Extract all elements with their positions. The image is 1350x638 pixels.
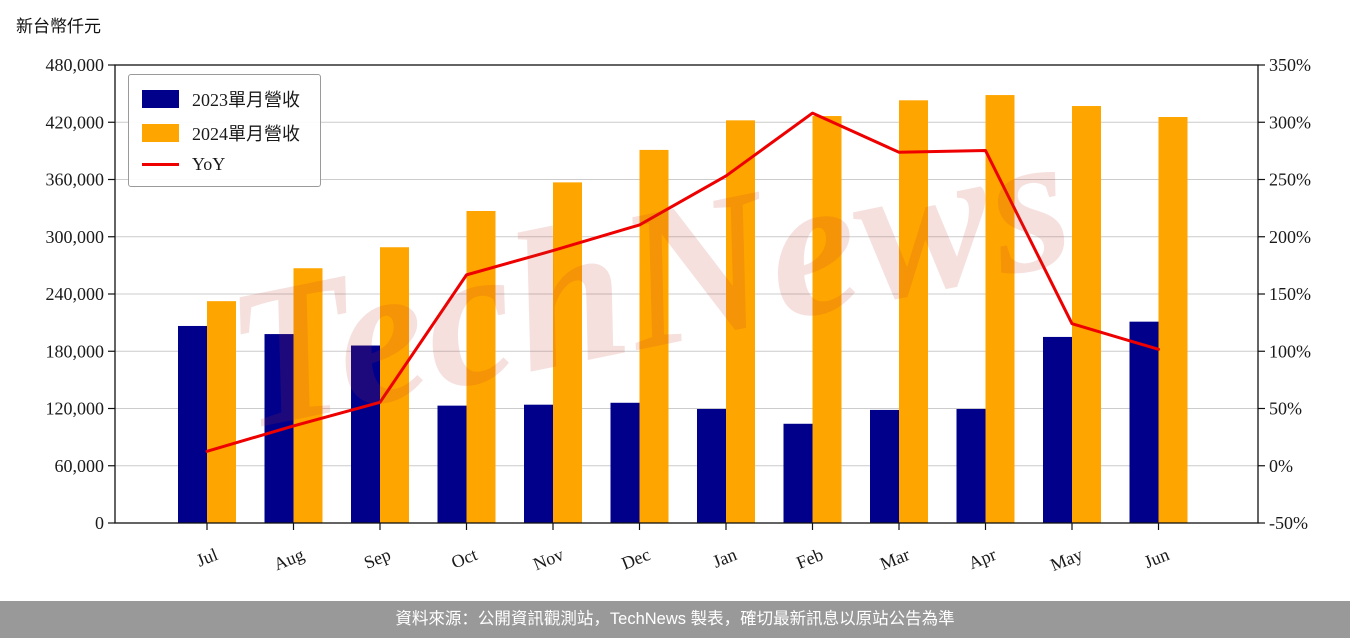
tick-label: Sep	[361, 544, 394, 573]
tick-label: 100%	[1269, 341, 1311, 361]
tick-label: Feb	[793, 544, 826, 573]
tick-label: Dec	[619, 544, 653, 573]
bar-2024	[726, 120, 755, 523]
legend-item-yoy: YoY	[142, 154, 300, 175]
legend: 2023單月營收 2024單月營收 YoY	[128, 74, 321, 187]
footer: 資料來源：公開資訊觀測站，TechNews 製表，確切最新訊息以原站公告為準	[0, 601, 1350, 638]
bar-2023	[351, 345, 380, 523]
bar-2023	[956, 408, 986, 523]
tick-label: -50%	[1269, 513, 1308, 533]
tick-label: 250%	[1269, 170, 1311, 190]
tick-label: 420,000	[46, 112, 105, 132]
bar-2023	[870, 409, 899, 523]
bar-2024	[466, 210, 496, 524]
bar-2023	[697, 408, 726, 523]
yoy-line	[205, 111, 1160, 453]
legend-swatch-2024	[142, 124, 179, 142]
bar-2023	[1043, 336, 1072, 523]
tick-label: 480,000	[46, 55, 105, 75]
bar-2024	[639, 149, 669, 523]
legend-item-2024: 2024單月營收	[142, 120, 300, 146]
tick-label: 60,000	[55, 456, 105, 476]
tick-label: Jan	[710, 544, 740, 572]
tick-label: 300%	[1269, 112, 1311, 132]
tick-label: May	[1047, 544, 1085, 575]
tick-label: 360,000	[46, 170, 105, 190]
bar-2024	[812, 116, 842, 524]
legend-label-2023: 2023單月營收	[192, 90, 300, 110]
bar-2023	[1129, 321, 1159, 523]
axis-unit-label: 新台幣仟元	[16, 17, 101, 36]
bar-2024	[207, 301, 236, 523]
tick-label: 0	[95, 513, 104, 533]
tick-label: 150%	[1269, 284, 1311, 304]
chart-canvas: 0 60,000 120,000 180,000 240,000 300,000 360,0…	[46, 55, 1312, 575]
yoy-line-sample	[142, 162, 179, 167]
tick-label: 180,000	[46, 341, 105, 361]
bar-2023	[783, 423, 813, 523]
tick-label: 50%	[1269, 399, 1302, 419]
bar-2023	[524, 404, 553, 523]
bar-2023	[437, 405, 467, 523]
tick-label: 240,000	[46, 284, 105, 304]
bar-2024	[553, 182, 582, 524]
legend-item-2023: 2023單月營收	[142, 86, 300, 112]
tick-label: Mar	[877, 544, 912, 574]
bar-2024	[380, 247, 409, 523]
bar-2023	[610, 402, 640, 523]
bar-2024	[1158, 117, 1188, 524]
legend-swatch-yoy	[142, 156, 179, 174]
tick-label: 120,000	[46, 399, 105, 419]
bar-2024	[899, 100, 928, 523]
legend-label-yoy: YoY	[192, 154, 226, 174]
legend-label-2024: 2024單月營收	[192, 124, 300, 144]
tick-label: Oct	[448, 544, 480, 572]
bar-2023	[178, 325, 207, 523]
bar-2024	[293, 268, 323, 523]
tick-label: Jul	[194, 544, 221, 570]
tick-label: Jun	[1141, 544, 1172, 572]
legend-swatch-2023	[142, 90, 179, 108]
bar-2024	[1072, 106, 1101, 523]
tick-label: Aug	[271, 544, 307, 574]
bar-2024	[985, 95, 1015, 524]
tick-label: 350%	[1269, 55, 1311, 75]
tick-label: 300,000	[46, 227, 105, 247]
tick-label: Apr	[966, 544, 999, 573]
tick-label: 200%	[1269, 227, 1311, 247]
tick-label: 0%	[1269, 456, 1293, 476]
tick-label: Nov	[530, 544, 566, 574]
